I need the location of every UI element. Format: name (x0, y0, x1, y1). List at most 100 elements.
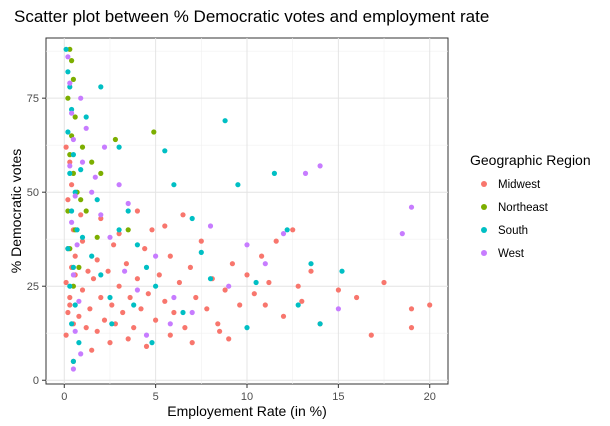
data-point (162, 148, 168, 154)
data-point (167, 332, 173, 338)
legend-key-south (481, 227, 487, 233)
data-point (83, 325, 89, 331)
data-point (399, 231, 405, 237)
data-point (79, 144, 86, 150)
x-axis-title: Employement Rate (in %) (167, 403, 327, 419)
legend-key-midwest (481, 181, 487, 187)
data-point (65, 197, 71, 203)
data-point (125, 336, 131, 342)
data-point (79, 238, 86, 244)
data-point (78, 167, 84, 173)
data-point (182, 325, 188, 331)
data-point (302, 170, 309, 176)
data-point (67, 302, 73, 308)
data-point (98, 212, 104, 218)
data-point (116, 144, 122, 150)
data-point (153, 283, 159, 289)
data-point (109, 321, 115, 327)
data-point (72, 253, 78, 259)
data-point (143, 264, 150, 270)
data-point (134, 208, 140, 214)
data-point (381, 279, 387, 286)
data-point (76, 298, 82, 304)
data-point (67, 163, 73, 169)
data-point (67, 46, 73, 52)
data-point (125, 200, 131, 207)
legend-title: Geographic Region (470, 152, 591, 168)
data-point (89, 253, 95, 259)
data-point (67, 80, 73, 86)
data-point (78, 351, 84, 357)
data-point (299, 298, 305, 304)
data-point (72, 193, 78, 199)
data-points (63, 46, 433, 372)
data-point (83, 208, 89, 214)
data-point (123, 261, 129, 267)
grid-lines (46, 38, 448, 384)
data-point (222, 287, 228, 293)
data-point (335, 287, 341, 293)
data-point (354, 294, 360, 301)
data-point (65, 95, 71, 101)
y-axis-ticks: 0 25 50 75 (27, 93, 46, 387)
data-point (127, 294, 133, 301)
data-point (193, 294, 199, 301)
data-point (109, 302, 115, 308)
data-point (235, 182, 241, 188)
data-point (171, 294, 177, 301)
data-point (134, 276, 140, 282)
data-point (67, 152, 73, 158)
data-point (94, 234, 100, 240)
data-point (131, 325, 137, 331)
data-point (90, 276, 97, 282)
data-point (70, 152, 76, 158)
data-point (83, 125, 89, 131)
data-point (308, 268, 314, 274)
data-point (295, 302, 301, 308)
y-tick-label: 0 (33, 375, 39, 387)
data-point (151, 129, 157, 135)
data-point (189, 309, 195, 316)
data-point (76, 313, 82, 319)
data-point (142, 246, 148, 252)
data-point (226, 283, 232, 289)
data-point (262, 302, 268, 308)
data-point (92, 174, 98, 180)
data-point (171, 309, 177, 316)
x-tick-label: 10 (241, 391, 253, 403)
data-point (69, 58, 75, 64)
data-point (72, 328, 78, 334)
data-point (134, 242, 140, 248)
data-point (427, 302, 433, 308)
data-point (63, 332, 69, 338)
data-point (180, 212, 186, 218)
data-point (280, 313, 287, 319)
data-point (125, 208, 131, 214)
data-point (408, 306, 415, 312)
data-point (116, 283, 122, 289)
data-point (408, 204, 415, 210)
data-point (69, 208, 75, 214)
legend-label-west: West (498, 248, 525, 260)
y-axis-title: % Democratic votes (8, 149, 24, 273)
data-point (226, 336, 232, 342)
data-point (67, 294, 73, 301)
data-point (317, 321, 323, 327)
data-point (222, 118, 228, 124)
chart-title: Scatter plot between % Democratic votes … (14, 7, 489, 26)
data-point (125, 227, 131, 233)
data-point (107, 234, 113, 240)
data-point (70, 272, 76, 278)
data-point (105, 268, 111, 274)
data-point (94, 257, 100, 263)
data-point (69, 182, 75, 188)
data-point (145, 291, 151, 297)
data-point (189, 215, 195, 222)
data-point (78, 212, 84, 218)
data-point (134, 287, 140, 293)
data-point (217, 328, 223, 334)
data-point (112, 321, 118, 327)
data-point (149, 227, 155, 233)
data-point (94, 197, 100, 203)
